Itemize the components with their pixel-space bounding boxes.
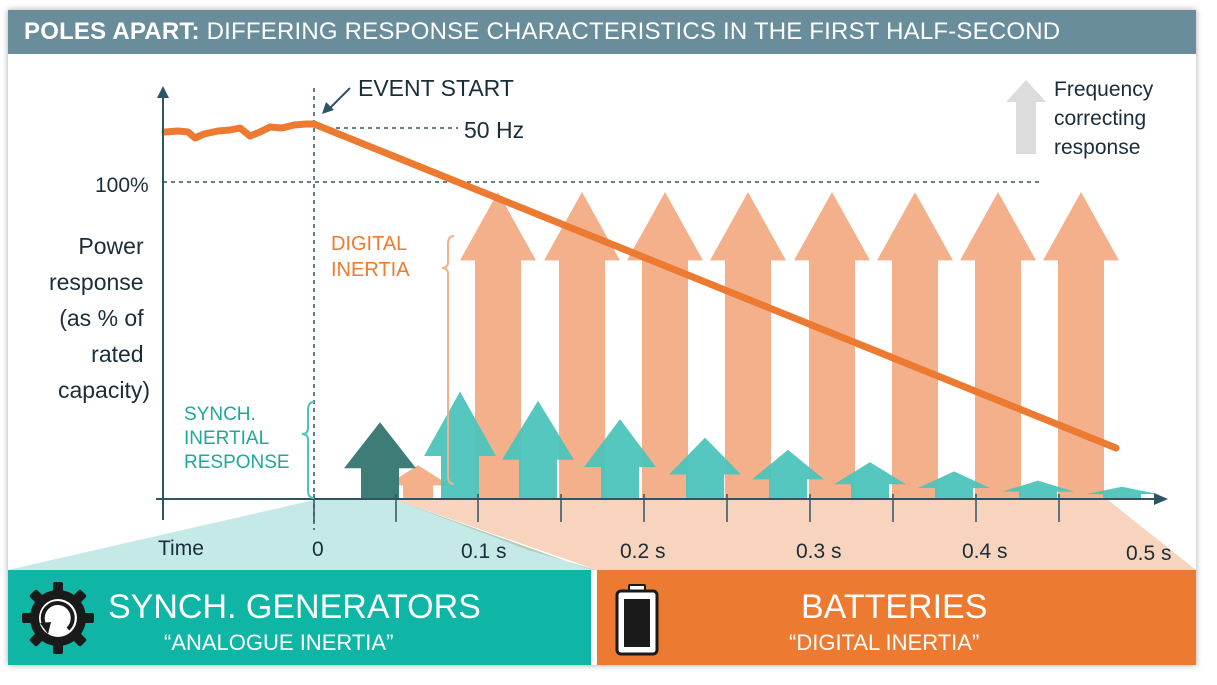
hundred-percent-label: 100% <box>95 174 149 197</box>
batteries-title: BATTERIES <box>801 588 987 627</box>
frequency-line <box>165 124 1116 448</box>
x-tick-label: 0.1 s <box>461 540 507 563</box>
synch-inertial-line: RESPONSE <box>184 452 290 473</box>
digital-inertia-label: DIGITAL INERTIA <box>331 233 412 281</box>
generators-title: SYNCH. GENERATORS <box>108 588 481 627</box>
generators-subtitle: “ANALOGUE INERTIA” <box>164 630 393 656</box>
legend-line: response <box>1054 136 1140 159</box>
generators-panel: SYNCH. GENERATORS “ANALOGUE INERTIA” <box>8 570 591 665</box>
x-tick-label: 0.4 s <box>962 540 1008 563</box>
legend-text: Frequency correcting response <box>1054 78 1159 159</box>
x-tick-label: 0.5 s <box>1126 542 1172 565</box>
up-arrow-icon <box>1006 80 1046 154</box>
y-axis-label-line: (as % of <box>59 305 144 331</box>
battery-response-arrow <box>960 192 1036 500</box>
legend-line: correcting <box>1054 107 1146 130</box>
y-axis-arrowhead <box>157 86 169 98</box>
event-start-label: EVENT START <box>358 75 514 101</box>
infographic-frame: EVENT START 50 Hz 100% Power response (a… <box>8 10 1196 665</box>
synch-inertial-label: SYNCH. INERTIAL RESPONSE <box>184 404 290 473</box>
x-tick-label: 0.2 s <box>620 540 666 563</box>
battery-response-arrow <box>1043 192 1119 500</box>
x-axis-arrowhead <box>1154 493 1168 505</box>
synch-inertial-line: INERTIAL <box>184 428 269 449</box>
battery-response-arrow <box>710 192 786 500</box>
synch-inertial-brace <box>302 402 314 498</box>
y-axis-label-line: Power <box>78 233 144 259</box>
fifty-hz-label: 50 Hz <box>464 117 524 143</box>
y-axis-label-line: capacity) <box>58 377 150 403</box>
title-bold: POLES APART: <box>24 18 200 45</box>
battery-icon <box>615 584 659 656</box>
digital-inertia-line: INERTIA <box>331 259 410 281</box>
title-bar: POLES APART: DIFFERING RESPONSE CHARACTE… <box>8 10 1196 54</box>
digital-inertia-line: DIGITAL <box>331 233 407 255</box>
batteries-panel: BATTERIES “DIGITAL INERTIA” <box>597 570 1196 665</box>
legend-line: Frequency <box>1054 78 1154 101</box>
battery-arrows <box>386 192 1119 500</box>
x-tick-label: 0.3 s <box>796 540 842 563</box>
gear-cycle-icon <box>18 578 98 658</box>
title-rest: DIFFERING RESPONSE CHARACTERISTICS IN TH… <box>200 18 1061 45</box>
y-axis-label: Power response (as % of rated capacity) <box>49 233 150 403</box>
event-start-pointer-head <box>322 102 334 114</box>
batteries-subtitle: “DIGITAL INERTIA” <box>789 630 979 656</box>
battery-response-arrow <box>877 192 953 500</box>
event-start-pointer <box>330 88 350 108</box>
y-axis-label-line: rated <box>91 341 143 367</box>
x-tick-label: 0 <box>312 538 324 561</box>
synch-inertial-line: SYNCH. <box>184 404 256 425</box>
x-axis-label: Time <box>158 537 204 560</box>
response-chart: EVENT START 50 Hz 100% Power response (a… <box>8 10 1196 570</box>
y-axis-label-line: response <box>49 269 144 295</box>
